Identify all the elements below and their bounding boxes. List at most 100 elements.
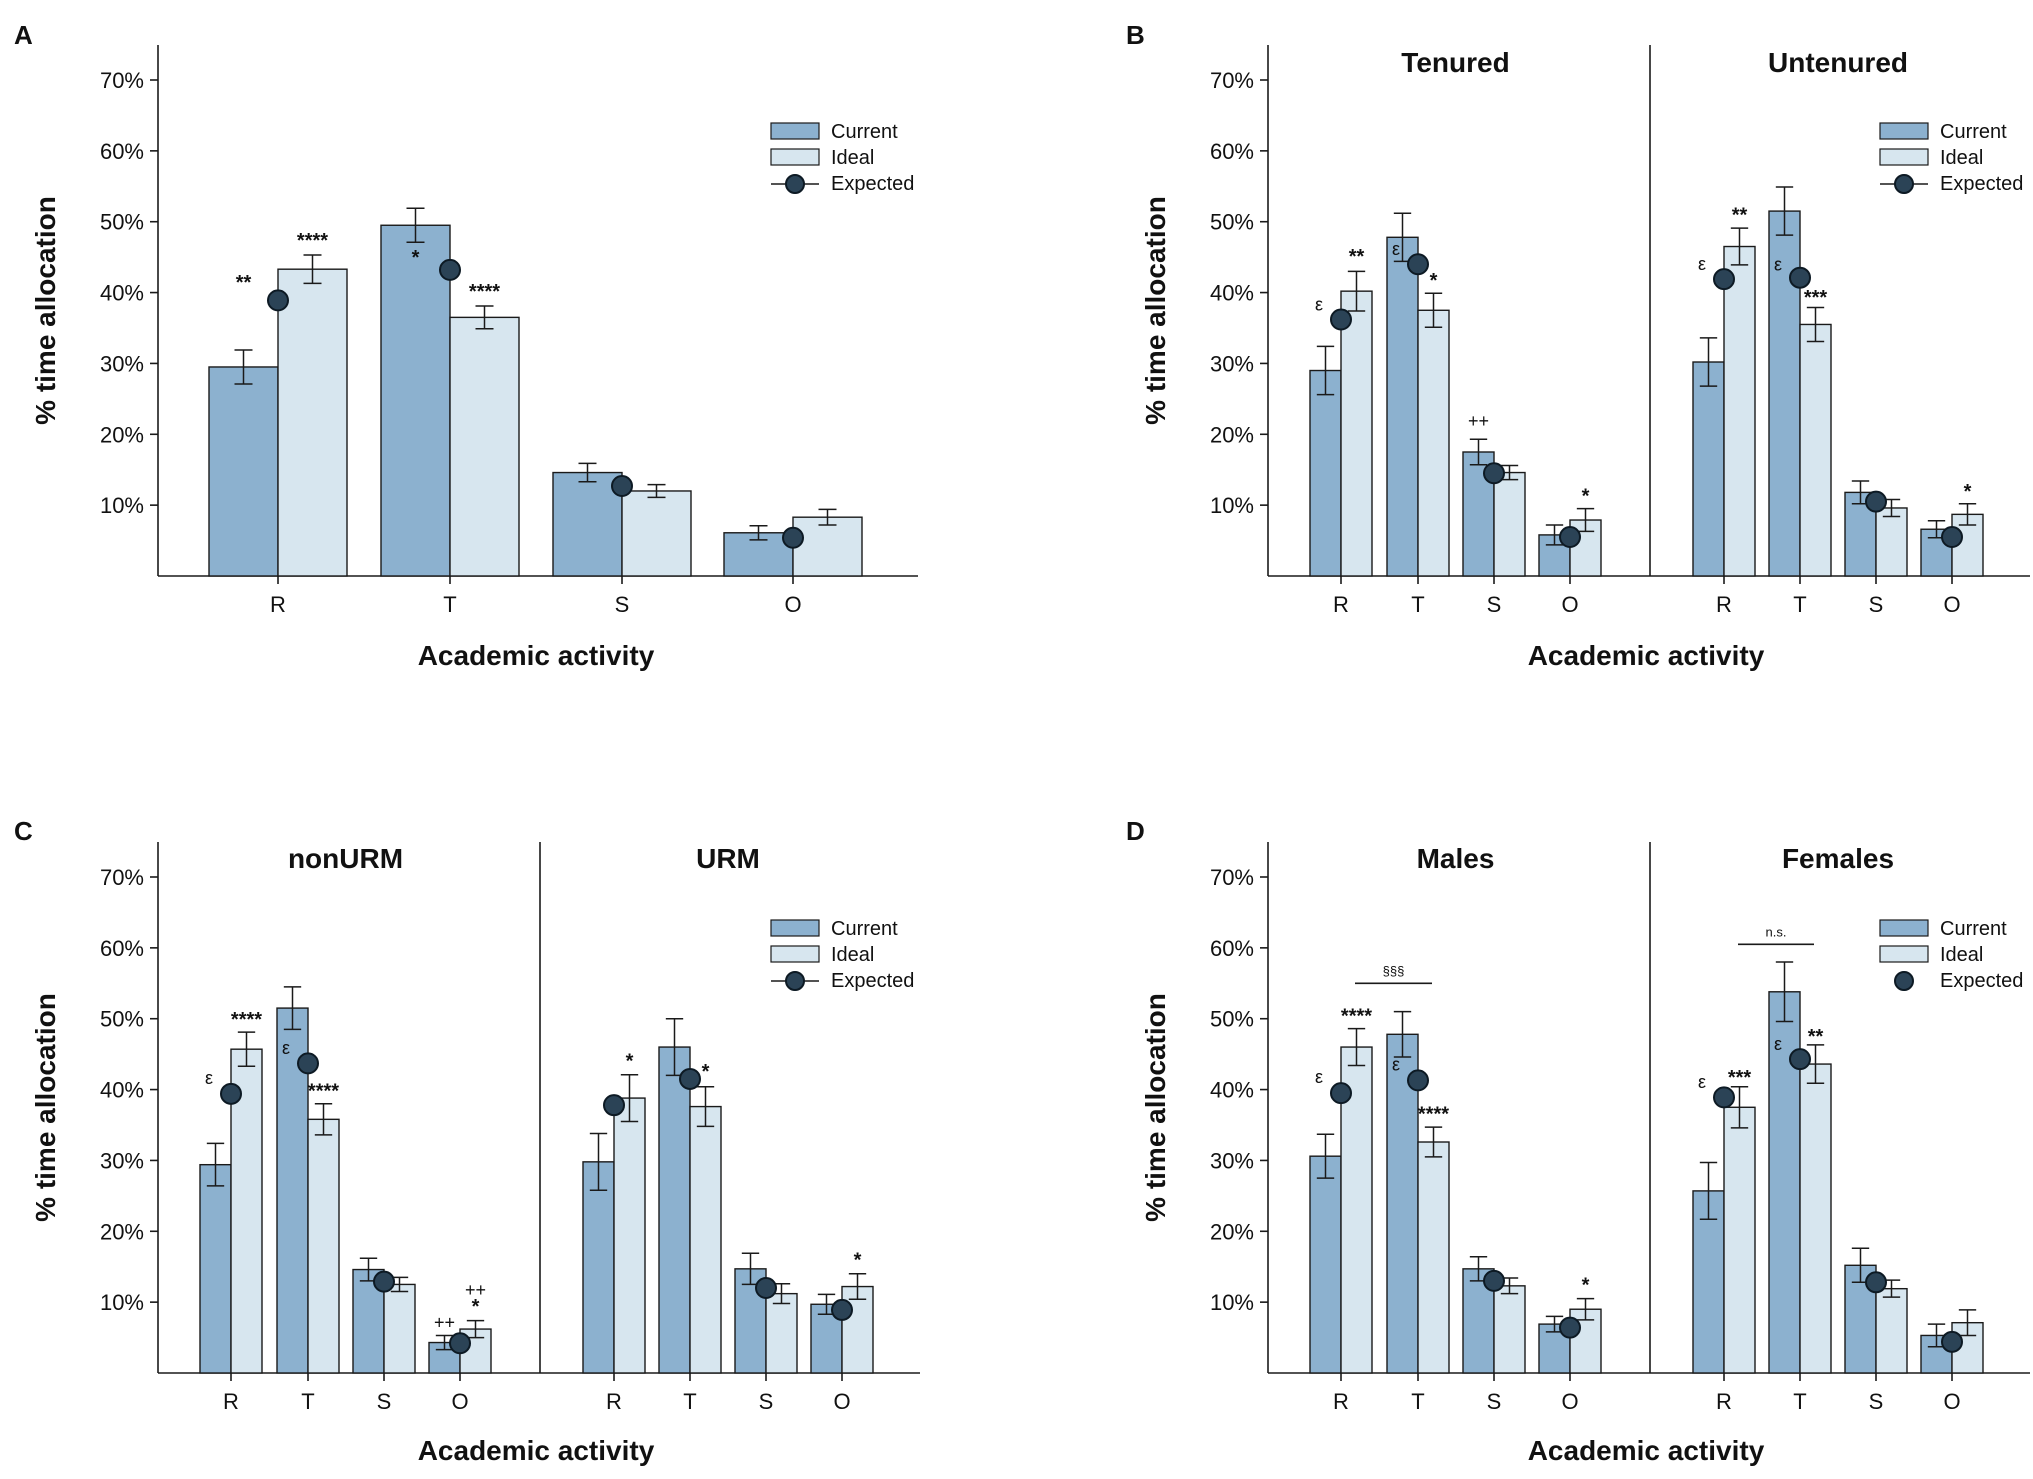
y-tick-label: 50% xyxy=(100,1007,144,1032)
significance-label: ε xyxy=(1698,1072,1706,1092)
y-tick-label: 60% xyxy=(1210,139,1254,164)
expected-dot xyxy=(1483,462,1505,485)
significance-label: ++ xyxy=(1468,411,1489,431)
bar-ideal xyxy=(765,1292,798,1374)
expected-dot xyxy=(679,1067,701,1090)
panel-a: A 10% 20% 30% 40% 50% 60% 70% % time allocation A… xyxy=(14,20,918,671)
legend-swatch-ideal xyxy=(1879,945,1929,963)
y-tick-label: 50% xyxy=(1210,210,1254,235)
y-tick-label: 70% xyxy=(100,68,144,93)
bar-ideal xyxy=(1875,1287,1908,1374)
y-tick-label: 10% xyxy=(100,1290,144,1315)
bar-ideal xyxy=(1340,290,1373,577)
bar-current xyxy=(199,1163,232,1374)
error-bar-current xyxy=(1775,961,1794,1023)
x-tick-label: R xyxy=(270,592,286,617)
x-tick-label: R xyxy=(1716,1389,1732,1414)
significance-label: * xyxy=(702,1061,710,1083)
expected-dot xyxy=(1941,1330,1963,1353)
y-tick-label: 30% xyxy=(100,351,144,376)
expected-dot xyxy=(439,258,461,281)
expected-dot xyxy=(1483,1269,1505,1292)
error-bar-ideal xyxy=(848,1273,867,1301)
x-axis-title: Academic activity xyxy=(1528,640,1765,671)
y-tick-label: 60% xyxy=(100,936,144,961)
error-bar-ideal xyxy=(1424,1126,1443,1158)
expected-dot xyxy=(611,475,633,498)
x-tick-label: R xyxy=(223,1389,239,1414)
bar-current xyxy=(1309,1155,1342,1374)
bar-ideal xyxy=(1723,1106,1756,1374)
panel-c: C 10% 20% 30% 40% 50% 60% 70% % time allocation A… xyxy=(14,816,920,1466)
group-title: Females xyxy=(1782,843,1894,874)
legend-swatch-current xyxy=(1879,122,1929,140)
bar-current xyxy=(208,366,279,577)
x-tick-label: O xyxy=(1561,592,1578,617)
error-bar-current xyxy=(1316,1133,1335,1179)
expected-dot xyxy=(1330,1082,1352,1105)
significance-label: ** xyxy=(236,272,252,294)
panel-letter: C xyxy=(14,816,33,846)
expected-dot xyxy=(603,1094,625,1117)
legend-dot-expected xyxy=(1894,971,1914,991)
y-tick-label: 10% xyxy=(1210,1290,1254,1315)
y-tick-label: 60% xyxy=(100,139,144,164)
y-axis-title: % time allocation xyxy=(30,196,61,425)
group-title: Untenured xyxy=(1768,47,1908,78)
significance-label: ** xyxy=(1808,1026,1824,1048)
y-tick-label: 20% xyxy=(100,422,144,447)
error-bar-ideal xyxy=(1576,507,1595,533)
y-tick-label: 20% xyxy=(100,1219,144,1244)
x-tick-label: T xyxy=(1411,1389,1424,1414)
legend-label-current: Current xyxy=(831,121,898,143)
error-bar-current xyxy=(1316,345,1335,396)
legend-label-ideal: Ideal xyxy=(831,944,874,966)
significance-label: **** xyxy=(469,281,500,303)
x-axis-title: Academic activity xyxy=(1528,1435,1765,1466)
bracket-label: n.s. xyxy=(1766,924,1787,939)
legend-dot-expected xyxy=(785,971,805,991)
error-bar-ideal xyxy=(1500,464,1519,481)
error-bar-current xyxy=(406,207,425,244)
bar-ideal xyxy=(1417,309,1450,577)
legend-swatch-current xyxy=(1879,919,1929,937)
legend-swatch-ideal xyxy=(770,945,820,963)
legend-label-expected: Expected xyxy=(831,970,914,992)
x-tick-label: T xyxy=(1411,592,1424,617)
expected-dot xyxy=(1407,253,1429,276)
expected-dot xyxy=(449,1332,471,1355)
expected-dot xyxy=(1559,1316,1581,1339)
panel-d: D 10% 20% 30% 40% 50% 60% 70% % time allocation A… xyxy=(1126,816,2030,1466)
error-bar-ideal xyxy=(475,305,494,330)
legend-label-ideal: Ideal xyxy=(1940,944,1983,966)
y-axis-title: % time allocation xyxy=(1140,993,1171,1222)
bar-ideal xyxy=(1493,471,1526,577)
error-bar-ideal xyxy=(1347,270,1366,312)
significance-label: ** xyxy=(1349,246,1365,268)
legend-label-ideal: Ideal xyxy=(1940,147,1983,169)
x-tick-label: S xyxy=(615,592,630,617)
bar-ideal xyxy=(621,490,692,577)
y-axis-title: % time allocation xyxy=(30,993,61,1222)
bar-ideal xyxy=(841,1285,874,1374)
legend-label-ideal: Ideal xyxy=(831,147,874,169)
bar-ideal xyxy=(1875,507,1908,577)
expected-dot xyxy=(1330,308,1352,331)
error-bar-current xyxy=(1699,337,1718,387)
legend: Current Ideal Expected xyxy=(1879,918,2023,992)
significance-label: * xyxy=(1964,481,1972,503)
significance-label: *** xyxy=(1728,1067,1752,1089)
significance-label: ε xyxy=(1774,255,1782,275)
legend-label-current: Current xyxy=(831,918,898,940)
y-tick-label: 70% xyxy=(1210,865,1254,890)
legend-label-current: Current xyxy=(1940,121,2007,143)
error-bar-ideal xyxy=(1806,306,1825,343)
y-tick-label: 40% xyxy=(1210,1078,1254,1103)
error-bar-current xyxy=(749,524,768,541)
x-tick-label: T xyxy=(683,1389,696,1414)
y-tick-label: 60% xyxy=(1210,936,1254,961)
expected-dot xyxy=(1789,266,1811,289)
bar-ideal xyxy=(1799,323,1832,577)
x-tick-label: T xyxy=(1793,1389,1806,1414)
